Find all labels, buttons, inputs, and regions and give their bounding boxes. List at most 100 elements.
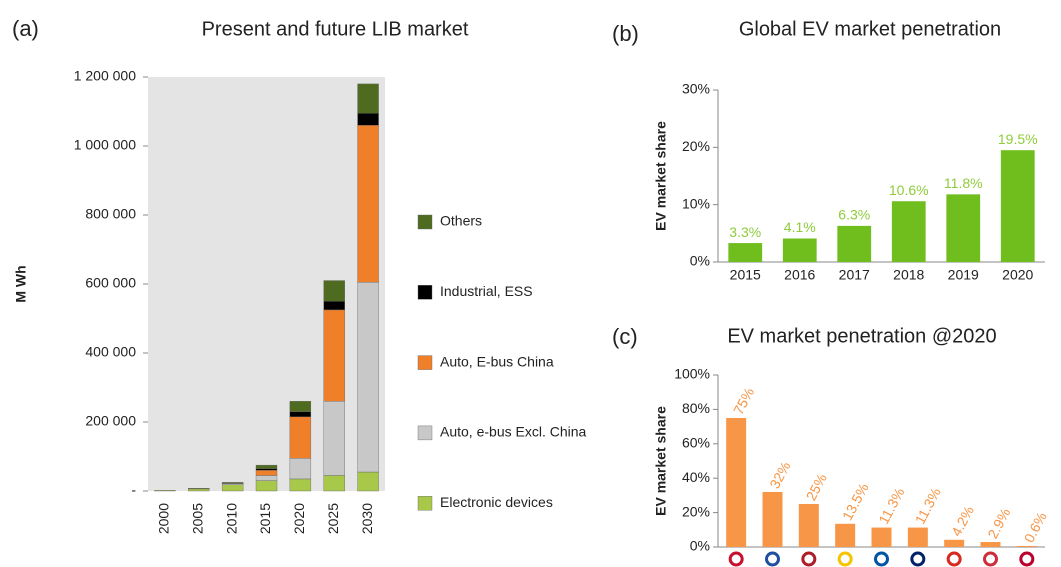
y-axis-label: M Wh [13,265,29,302]
flag-icon [946,551,962,567]
legend-label: Industrial, ESS [440,283,533,299]
bar-segment [323,401,345,476]
bar-segment [357,282,379,473]
legend-swatch [417,355,433,370]
chart-title: Present and future LIB market [202,18,469,40]
bar [835,523,856,547]
x-tick-label: 2020 [1002,267,1033,283]
value-label: 6.3% [838,207,870,223]
y-tick-label: 0% [690,253,710,269]
legend-label: Others [440,213,482,229]
legend-swatch [417,496,433,511]
y-tick-label: 20% [682,138,710,154]
y-tick-label: 800 000 [85,206,136,222]
bar [726,418,747,547]
value-label: 25% [803,471,830,503]
value-label: 11.8% [944,175,983,191]
y-axis-label: EV market share [653,121,669,231]
x-tick-label: 2018 [893,267,924,283]
value-label: 4.2% [948,503,977,539]
y-tick-label: 1 000 000 [74,137,136,153]
y-tick-label: 30% [682,81,710,97]
value-label: 19.5% [998,131,1038,147]
value-label: 4.1% [784,219,816,235]
legend-label: Electronic devices [440,494,553,510]
bar-segment [323,475,345,492]
bar [782,238,817,262]
flag-icon [801,551,817,567]
value-label: 10.6% [889,182,929,198]
y-tick-label: 600 000 [85,275,136,291]
bar [728,243,763,262]
bar-segment [255,480,278,492]
bar-segment [357,125,379,283]
bar-segment [221,484,244,492]
value-label: 0.6% [1021,509,1050,545]
bar-segment [357,471,379,492]
bar-segment [289,416,312,459]
legend-swatch [417,425,433,441]
y-tick-label: 400 000 [85,344,136,360]
bar-segment [255,475,278,481]
bar-segment [289,401,312,412]
x-tick-label: 2030 [359,503,375,534]
panel-label: (c) [612,324,638,349]
bar [944,539,965,547]
value-label: 2.9% [984,505,1013,541]
x-tick-label: 2015 [257,503,273,534]
flag-icon [983,551,998,567]
bar-segment [323,280,345,302]
bar-segment [221,482,244,484]
x-tick-label: 2015 [730,267,761,283]
y-tick-label: 1 200 000 [74,68,136,84]
bar-segment [357,83,379,114]
bar [907,527,928,547]
chart-title: EV market penetration @2020 [727,325,996,347]
bar-segment [188,488,210,492]
bar-segment [357,113,379,126]
bar [798,504,819,547]
y-axis-label: EV market share [653,406,669,516]
y-tick-label: 200 000 [85,413,136,429]
panel-label: (b) [612,21,639,46]
bar-segment [289,411,312,418]
x-tick-label: 2005 [189,503,205,534]
y-tick-label: - [131,482,136,498]
x-tick-label: 2016 [784,267,815,283]
panel-label: (a) [12,16,39,41]
bar [837,225,872,262]
flag-icon [910,551,926,567]
bar-segment [323,309,345,402]
x-tick-label: 2010 [223,503,239,534]
y-tick-label: 60% [682,435,710,451]
bar-segment [188,488,210,490]
x-tick-label: 2025 [325,503,341,534]
chart-title: Global EV market penetration [739,18,1001,40]
bar [891,201,926,262]
bar [1000,150,1035,262]
y-tick-label: 80% [682,400,710,416]
x-tick-label: 2019 [948,267,979,283]
bar-segment [323,301,345,311]
y-tick-label: 20% [682,503,710,519]
value-label: 11.3% [875,485,907,527]
y-tick-label: 0% [690,538,710,554]
bar-segment [289,458,312,480]
bar-segment [255,470,278,476]
value-label: 75% [730,385,757,417]
bar-segment [289,478,312,492]
legend-swatch [417,214,433,230]
bar [946,194,981,262]
y-tick-label: 100% [674,366,710,382]
x-tick-label: 2017 [839,267,870,283]
legend-label: Auto, e-bus Excl. China [440,424,587,440]
y-tick-label: 40% [682,469,710,485]
flag-icon [874,551,889,567]
x-tick-label: 2000 [156,503,172,534]
legend-label: Auto, E-bus China [440,353,554,369]
value-label: 32% [766,459,793,491]
flag-icon [1019,551,1035,567]
bar [871,527,892,547]
legend-swatch [417,285,433,300]
